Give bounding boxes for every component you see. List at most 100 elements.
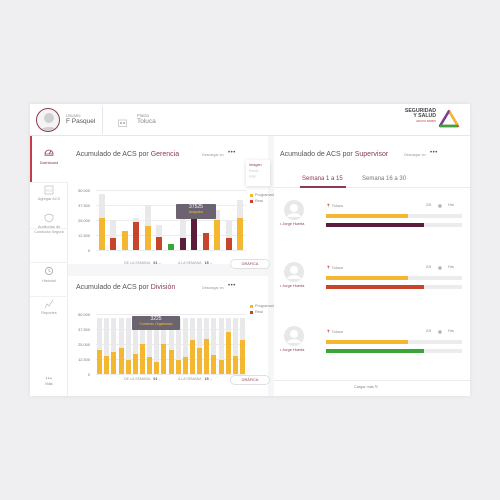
top-header: Usuario F Pasquel Planta Toluca SEGURIDA… bbox=[30, 104, 470, 136]
supervisor-card[interactable]: 📍 Toluca 2/5 ▦ Hrs • Jorge Huerta bbox=[274, 318, 470, 374]
supervisor-name: • Jorge Huerta bbox=[280, 284, 305, 288]
bar-programmed[interactable] bbox=[104, 356, 110, 374]
to-week-select[interactable]: A LA SEMANA 15 ⌄ bbox=[178, 377, 213, 381]
gridline bbox=[96, 250, 246, 251]
tab-week-1-15[interactable]: Semana 1 a 15 bbox=[302, 176, 343, 182]
bar-real[interactable] bbox=[98, 217, 105, 250]
plant-name[interactable]: Toluca bbox=[137, 118, 156, 125]
supervisor-download-menu-icon[interactable]: ••• bbox=[430, 150, 438, 156]
bar-real[interactable] bbox=[168, 244, 174, 250]
bar-programmed-background[interactable] bbox=[179, 210, 186, 250]
bar-programmed[interactable] bbox=[118, 347, 124, 374]
to-week-select[interactable]: A LA SEMANA 15 ⌄ bbox=[178, 261, 213, 265]
bar-programmed[interactable] bbox=[218, 359, 224, 374]
bar-programmed[interactable] bbox=[111, 352, 117, 374]
calendar-icon: ▦ bbox=[438, 266, 442, 270]
gerencia-download-menu-icon[interactable]: ••• bbox=[228, 150, 236, 156]
plant-icon bbox=[118, 114, 127, 127]
bar-programmed[interactable] bbox=[147, 357, 153, 374]
from-week-select[interactable]: DE LA SEMANA 01 ⌄ bbox=[124, 377, 162, 381]
bar-real[interactable] bbox=[144, 226, 151, 250]
bar-real[interactable] bbox=[191, 205, 198, 250]
bar-real[interactable] bbox=[214, 220, 221, 250]
y-tick: 50.000 bbox=[78, 188, 90, 193]
bar-programmed[interactable] bbox=[225, 332, 231, 374]
bar-real[interactable] bbox=[156, 236, 163, 250]
bar-programmed[interactable] bbox=[211, 354, 217, 374]
bar-programmed[interactable] bbox=[161, 344, 167, 374]
menu-item-excel[interactable]: Excel bbox=[249, 169, 259, 173]
bar-programmed-background[interactable] bbox=[110, 220, 117, 250]
bar-real[interactable] bbox=[179, 238, 186, 250]
tab-week-16-30[interactable]: Semana 16 a 30 bbox=[362, 176, 407, 182]
sidebar-item-reports[interactable]: Reportes bbox=[30, 296, 68, 342]
sidebar-item-dashboard[interactable]: Dashboard bbox=[30, 136, 68, 182]
bar-programmed[interactable] bbox=[132, 353, 138, 374]
bar-programmed-background[interactable] bbox=[232, 317, 238, 374]
bar-programmed-background[interactable] bbox=[132, 317, 138, 374]
y-tick: 0 bbox=[87, 372, 90, 377]
bar-programmed[interactable] bbox=[204, 339, 210, 374]
bar-programmed-background[interactable] bbox=[197, 317, 203, 374]
bar-programmed[interactable] bbox=[197, 347, 203, 374]
bar-real[interactable] bbox=[237, 217, 244, 250]
main-content: Acumulado de ACS por Gerencia Descargar … bbox=[68, 136, 470, 396]
bar-programmed[interactable] bbox=[154, 362, 160, 374]
avatar[interactable] bbox=[36, 108, 60, 132]
menu-item-image[interactable]: Imagen bbox=[249, 163, 262, 167]
bar-programmed-background[interactable] bbox=[125, 317, 131, 374]
bar-programmed[interactable] bbox=[168, 350, 174, 374]
progress-programmed bbox=[326, 214, 462, 218]
legend-programmed: Programadas bbox=[250, 193, 278, 197]
bar-programmed-background[interactable] bbox=[175, 317, 181, 374]
bar-programmed-background[interactable] bbox=[111, 317, 117, 374]
bar-programmed-background[interactable] bbox=[211, 317, 217, 374]
sidebar-item-audits[interactable]: Auditorías de Conducta Segura bbox=[30, 213, 68, 274]
progress-real bbox=[326, 223, 462, 227]
sidebar-item-add-acs[interactable]: ACS Agregar ACS bbox=[30, 182, 68, 228]
supervisor-title: Acumulado de ACS por Supervisor bbox=[280, 151, 389, 158]
division-chart-button[interactable]: GRÁFICA bbox=[230, 375, 270, 385]
bar-programmed-background[interactable] bbox=[182, 317, 188, 374]
y-tick: 12.500 bbox=[78, 233, 90, 238]
bar-programmed[interactable] bbox=[139, 344, 145, 374]
bar-programmed[interactable] bbox=[189, 340, 195, 374]
bar-programmed-background[interactable] bbox=[168, 317, 174, 374]
supervisor-card[interactable]: 📍 Toluca 2/5 ▦ Hrs • Jorge Huerta bbox=[274, 194, 470, 250]
bar-programmed-background[interactable] bbox=[147, 317, 153, 374]
bar-programmed[interactable] bbox=[232, 356, 238, 374]
progress-real bbox=[326, 349, 462, 353]
load-more-link[interactable]: Cargar más ↻ bbox=[354, 385, 379, 389]
bar-programmed-background[interactable] bbox=[104, 317, 110, 374]
bar-programmed[interactable] bbox=[175, 359, 181, 374]
division-download-label: Descargar en bbox=[202, 286, 224, 290]
audit-shield-icon bbox=[44, 213, 54, 223]
legend-programmed: Programadas bbox=[250, 304, 278, 308]
more-button[interactable]: ••• Más bbox=[30, 376, 68, 386]
from-week-select[interactable]: DE LA SEMANA 01 ⌄ bbox=[124, 261, 162, 265]
bar-programmed-background[interactable] bbox=[218, 317, 224, 374]
bar-programmed[interactable] bbox=[97, 350, 103, 374]
menu-item-pdf[interactable]: PDF bbox=[249, 175, 257, 179]
bar-real[interactable] bbox=[110, 238, 117, 250]
bar-programmed-background[interactable] bbox=[97, 317, 103, 374]
bar-programmed-background[interactable] bbox=[118, 317, 124, 374]
bar-real[interactable] bbox=[133, 222, 140, 250]
bar-programmed[interactable] bbox=[125, 359, 131, 374]
supervisor-card[interactable]: 📍 Toluca 2/5 ▦ Hrs • Jorge Huerta bbox=[274, 256, 470, 312]
sidebar-item-history[interactable]: Historial bbox=[30, 262, 68, 308]
bar-real[interactable] bbox=[225, 238, 232, 250]
gridline bbox=[96, 235, 246, 236]
bar-real[interactable] bbox=[202, 233, 209, 250]
bar-programmed[interactable] bbox=[182, 357, 188, 374]
division-download-menu-icon[interactable]: ••• bbox=[228, 283, 236, 289]
bar-programmed-background[interactable] bbox=[225, 221, 232, 250]
bar-programmed[interactable] bbox=[239, 340, 245, 374]
legend-real: Real bbox=[250, 310, 263, 314]
gerencia-bar-chart bbox=[96, 190, 246, 251]
bar-programmed-background[interactable] bbox=[154, 317, 160, 374]
bar-real[interactable] bbox=[121, 230, 128, 250]
gridline bbox=[96, 220, 246, 221]
y-tick: 25.000 bbox=[78, 218, 90, 223]
gerencia-chart-button[interactable]: GRÁFICA bbox=[230, 259, 270, 269]
